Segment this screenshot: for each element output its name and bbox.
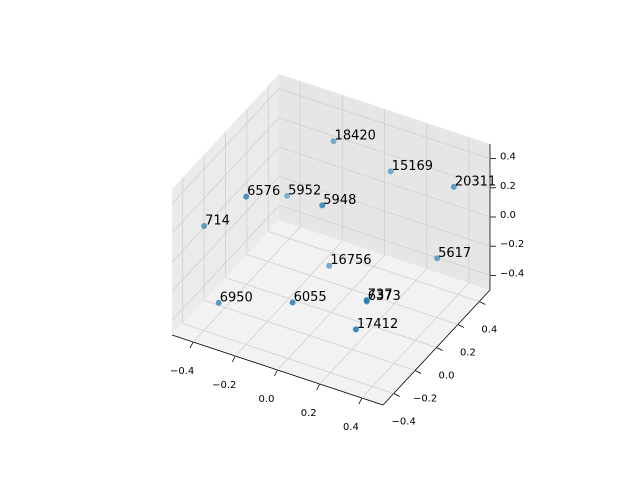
grid-line xyxy=(171,175,280,292)
point xyxy=(243,193,250,200)
y-tick xyxy=(436,347,443,351)
grid-line xyxy=(182,323,394,394)
grid-line xyxy=(278,117,491,189)
z-tick-label: 0.0 xyxy=(500,210,516,221)
point-label: 18420 xyxy=(335,129,376,144)
point-label: 6576 xyxy=(247,184,280,199)
x-tick-label: −0.2 xyxy=(212,380,236,391)
x-tick xyxy=(231,355,236,363)
point-label: 6373 xyxy=(368,289,401,304)
z-tick-label: −0.4 xyxy=(500,268,524,279)
z-tick-label: −0.2 xyxy=(500,239,524,250)
point-label: 5948 xyxy=(323,193,356,208)
grid-line xyxy=(246,254,459,325)
x-tick xyxy=(274,369,278,377)
point-label: 15169 xyxy=(392,159,433,174)
point xyxy=(434,255,441,262)
grid-line xyxy=(278,205,491,276)
y-tick-label: −0.4 xyxy=(392,417,416,428)
point-label: 16756 xyxy=(330,253,371,268)
x-tick xyxy=(358,397,363,405)
x-tick-label: 0.2 xyxy=(301,408,317,419)
point xyxy=(450,183,457,190)
grid-line xyxy=(171,146,280,263)
y-tick-label: 0.2 xyxy=(460,348,476,359)
point xyxy=(289,299,296,306)
point xyxy=(326,262,333,269)
x-tick-label: 0.0 xyxy=(259,394,275,405)
point-label: 6950 xyxy=(220,290,253,305)
grid-line xyxy=(268,231,480,302)
grid-line xyxy=(203,300,416,371)
grid-line xyxy=(171,117,280,234)
grid-line xyxy=(278,88,491,159)
y-tick xyxy=(479,301,486,305)
z-tick-label: 0.2 xyxy=(500,181,516,192)
point-label: 737 xyxy=(368,287,393,302)
y-tick xyxy=(393,393,400,397)
point xyxy=(330,138,337,145)
y-tick-label: −0.2 xyxy=(413,394,437,405)
point-label: 5952 xyxy=(288,183,321,198)
y-tick-label: 0.4 xyxy=(481,325,497,336)
y-tick-label: 0.0 xyxy=(439,371,455,382)
grid-line xyxy=(225,277,437,348)
x-tick-label: 0.4 xyxy=(343,422,359,433)
x-tick-label: −0.4 xyxy=(170,366,194,377)
z-tick-label: 0.4 xyxy=(500,152,516,163)
point-label: 5617 xyxy=(438,246,471,261)
y-tick xyxy=(414,370,422,374)
grid-line xyxy=(278,175,491,247)
point xyxy=(352,326,359,333)
x-tick xyxy=(316,383,321,391)
point-label: 17412 xyxy=(357,317,398,332)
grid-line xyxy=(278,146,491,218)
point xyxy=(387,168,394,175)
x-tick xyxy=(189,341,194,349)
point-label: 20311 xyxy=(455,174,496,189)
point-label: 6055 xyxy=(294,290,327,305)
point-label: 714 xyxy=(205,214,230,229)
grid-line xyxy=(171,205,280,321)
point xyxy=(363,296,370,303)
point xyxy=(215,299,222,306)
point xyxy=(201,223,208,230)
point xyxy=(284,192,291,199)
grid-line xyxy=(171,88,280,204)
point xyxy=(319,202,326,209)
y-tick xyxy=(457,324,465,328)
